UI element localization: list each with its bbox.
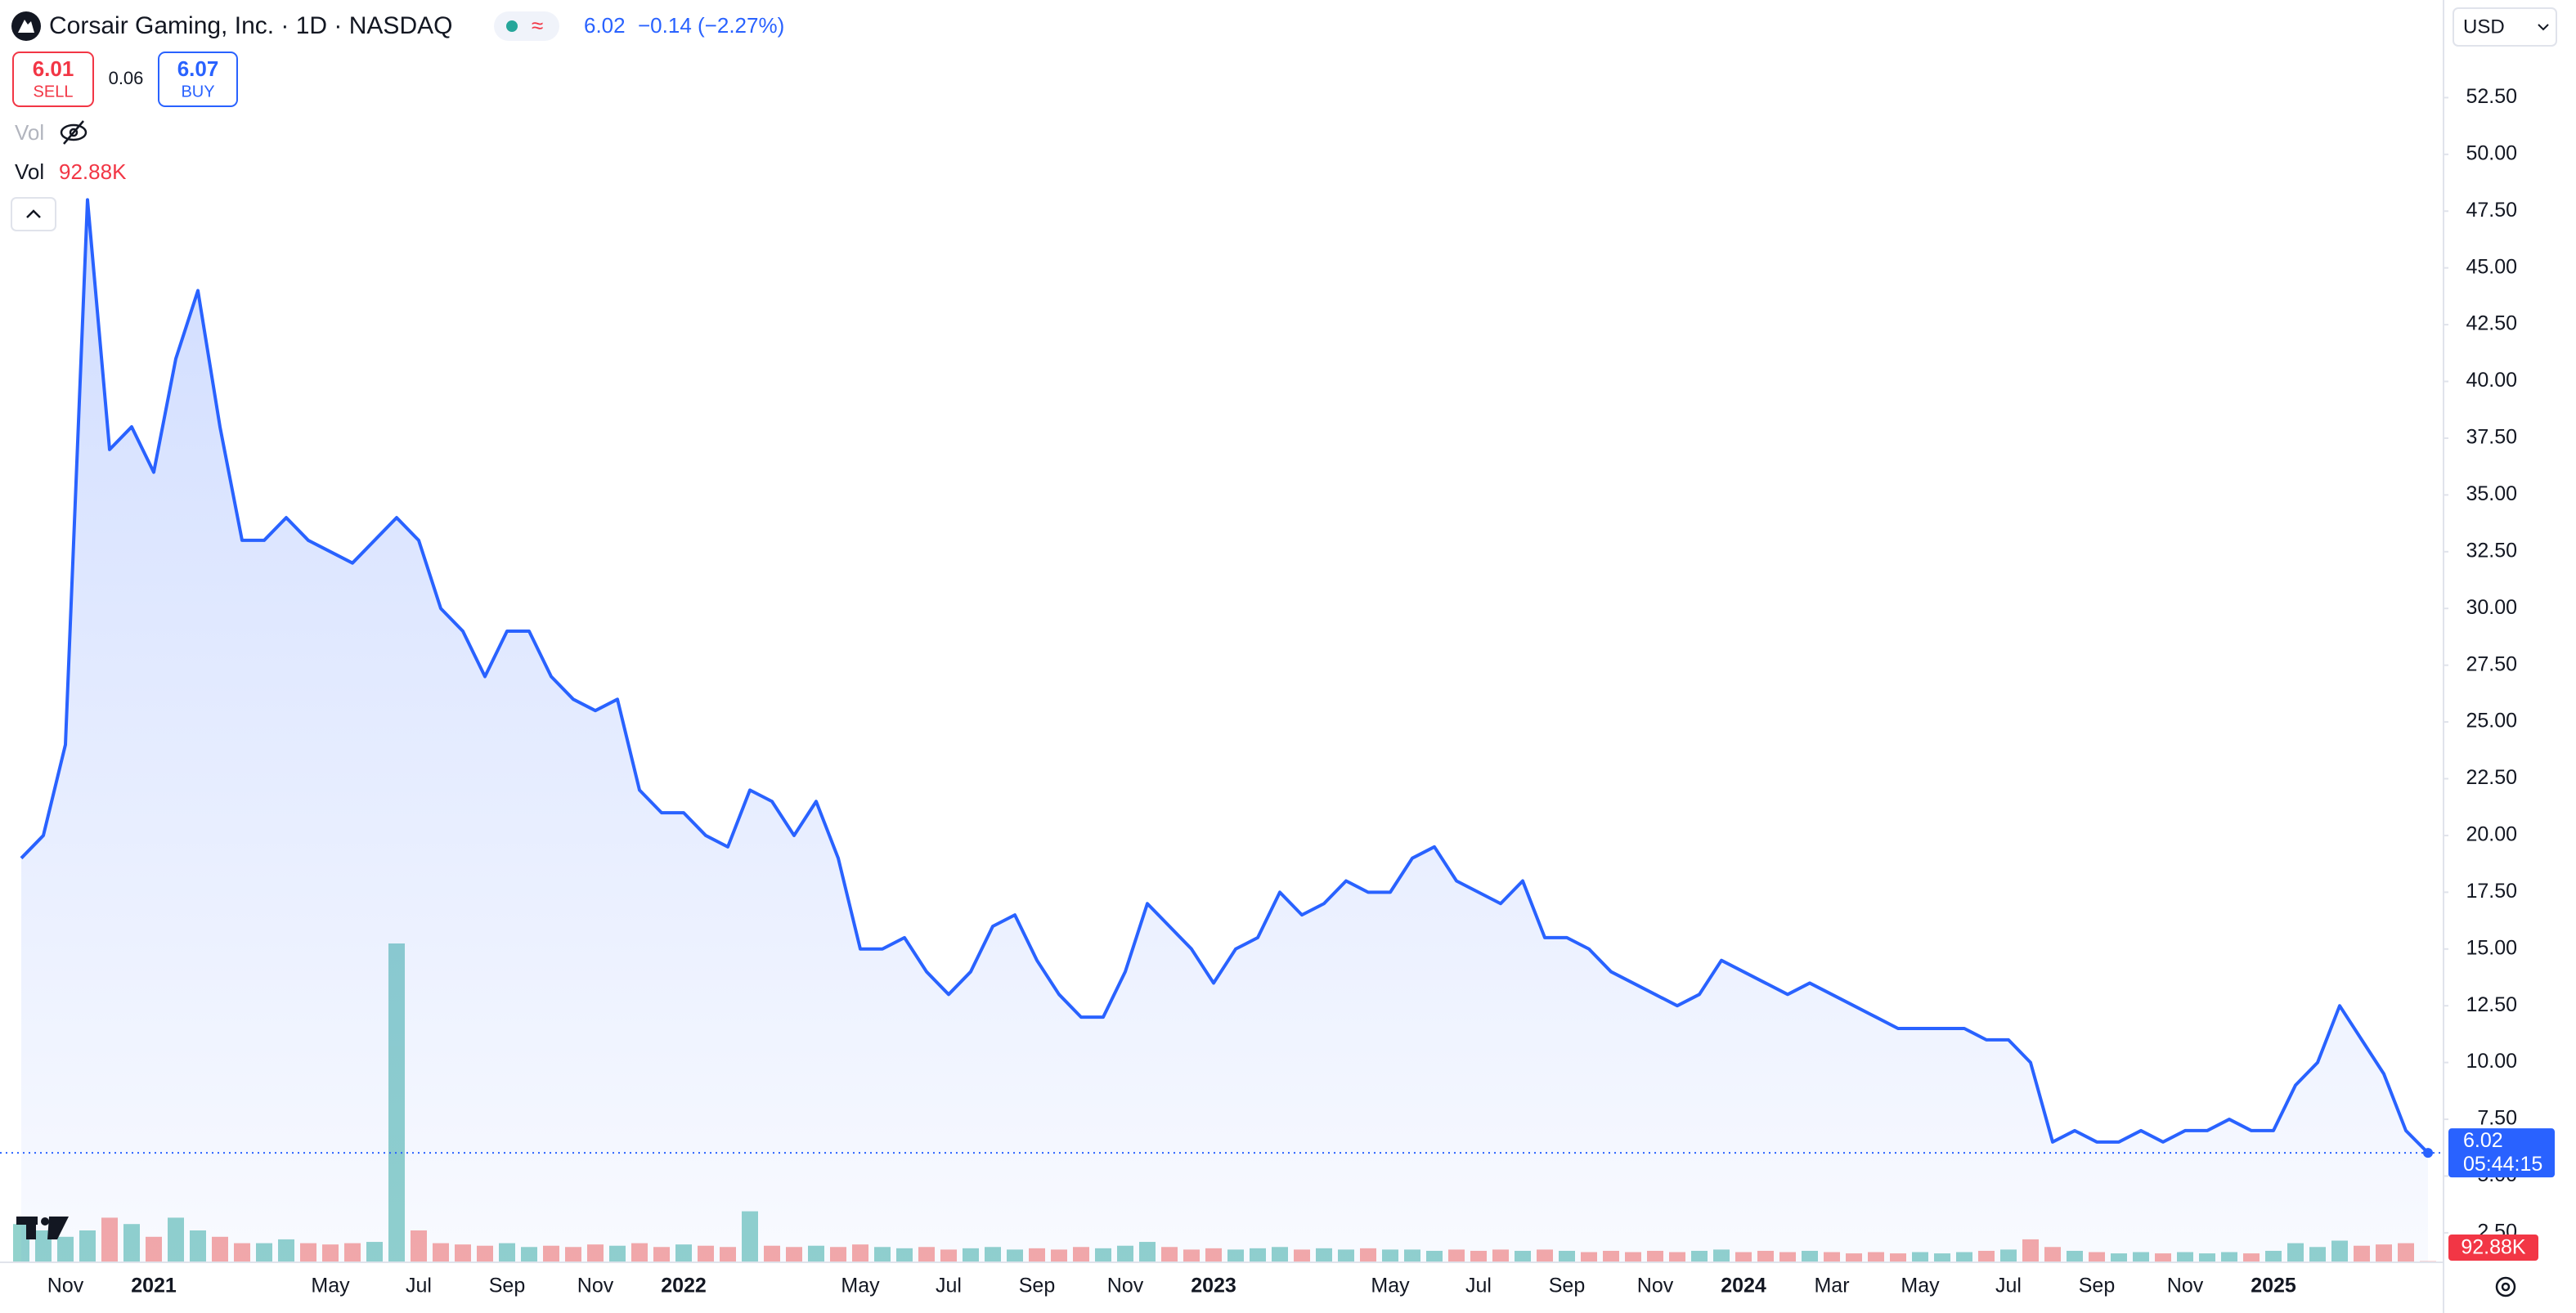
x-tick-label: Nov bbox=[47, 1275, 84, 1297]
market-status bbox=[506, 20, 518, 32]
last-price-dot bbox=[2423, 1148, 2433, 1158]
price-countdown: 05:44:15 bbox=[2463, 1153, 2542, 1176]
buy-price: 6.07 bbox=[177, 56, 219, 81]
tradingview-logo bbox=[16, 1217, 69, 1239]
plot-area bbox=[0, 198, 2444, 1262]
symbol-title[interactable]: Corsair Gaming, Inc. · 1D · NASDAQ bbox=[49, 12, 452, 39]
price-tag bbox=[2448, 1128, 2555, 1178]
x-tick-label: 2024 bbox=[1721, 1275, 1766, 1297]
y-tick-label: 15.00 bbox=[2466, 936, 2517, 959]
y-tick-label: 22.50 bbox=[2466, 766, 2517, 789]
x-tick-label: 2021 bbox=[131, 1275, 177, 1297]
buy-label: BUY bbox=[181, 83, 214, 101]
x-tick-label: May bbox=[1371, 1275, 1410, 1297]
x-tick-label: Nov bbox=[1637, 1275, 1674, 1297]
collapse-button[interactable] bbox=[11, 197, 56, 231]
price-change: −0.14 (−2.27%) bbox=[638, 13, 784, 38]
last-price: 6.02 bbox=[584, 13, 626, 38]
area-fill bbox=[21, 199, 2428, 1262]
x-tick-label: Jul bbox=[936, 1275, 962, 1297]
y-tick-label: 42.50 bbox=[2466, 312, 2517, 335]
y-tick-label: 25.00 bbox=[2466, 710, 2517, 733]
x-tick-label: Sep bbox=[1019, 1275, 1055, 1297]
x-tick-label: Sep bbox=[2079, 1275, 2115, 1297]
symbol-logo-mark bbox=[18, 20, 34, 33]
y-tick-label: 12.50 bbox=[2466, 993, 2517, 1016]
x-tick-label: 2022 bbox=[661, 1275, 707, 1297]
x-tick-label: Mar bbox=[1814, 1275, 1849, 1297]
y-tick-label: 32.50 bbox=[2466, 539, 2517, 562]
x-tick-label: Jul bbox=[1995, 1275, 2022, 1297]
y-tick-label: 37.50 bbox=[2466, 426, 2517, 449]
x-tick-label: 2023 bbox=[1191, 1275, 1236, 1297]
x-tick-label: Nov bbox=[577, 1275, 614, 1297]
x-tick-label: Jul bbox=[406, 1275, 432, 1297]
sell-button[interactable] bbox=[12, 52, 94, 107]
price-line bbox=[20, 198, 2430, 1154]
y-tick-label: 40.00 bbox=[2466, 369, 2517, 392]
y-tick-label: 47.50 bbox=[2466, 199, 2517, 222]
y-tick-label: 50.00 bbox=[2466, 141, 2517, 164]
dropdown-icon bbox=[2538, 24, 2549, 31]
currency: USD bbox=[2463, 16, 2505, 38]
hidden-volume-legend[interactable]: Vol bbox=[15, 120, 44, 145]
sell-price: 6.01 bbox=[33, 56, 74, 81]
y-tick-label: 35.00 bbox=[2466, 482, 2517, 505]
x-tick-label: May bbox=[841, 1275, 880, 1297]
x-tick-label: Nov bbox=[2167, 1275, 2204, 1297]
settings-icon[interactable] bbox=[2495, 1276, 2516, 1297]
y-tick-label: 30.00 bbox=[2466, 596, 2517, 619]
sell-label: SELL bbox=[34, 83, 74, 101]
volume-legend: Vol bbox=[15, 159, 44, 184]
currency-select[interactable] bbox=[2453, 7, 2557, 47]
x-tick-label: Sep bbox=[489, 1275, 525, 1297]
chevron-icon bbox=[26, 209, 41, 218]
axes: 2.505.007.5010.0012.5015.0017.5020.0022.… bbox=[47, 85, 2555, 1297]
volume-tag-value: 92.88K bbox=[2461, 1236, 2526, 1259]
x-tick-label: May bbox=[311, 1275, 350, 1297]
volume-tag bbox=[2448, 1235, 2538, 1261]
y-tick-label: 52.50 bbox=[2466, 85, 2517, 108]
y-tick-label: 45.00 bbox=[2466, 255, 2517, 278]
spread: 0.06 bbox=[109, 68, 144, 88]
y-tick-label: 27.50 bbox=[2466, 652, 2517, 675]
price-tag-value: 6.02 bbox=[2463, 1129, 2503, 1152]
y-tick-label: 10.00 bbox=[2466, 1050, 2517, 1073]
status-pill[interactable] bbox=[494, 11, 559, 41]
eye-off-icon[interactable] bbox=[60, 120, 88, 145]
buy-button[interactable] bbox=[158, 52, 238, 107]
x-tick-label: 2025 bbox=[2251, 1275, 2296, 1297]
volume-legend-value: 92.88K bbox=[59, 159, 127, 184]
y-tick-label: 17.50 bbox=[2466, 880, 2517, 903]
y-tick-label: 20.00 bbox=[2466, 823, 2517, 846]
x-tick-label: Sep bbox=[1549, 1275, 1585, 1297]
status-icon: ≈ bbox=[532, 13, 543, 38]
y-tick-label: 7.50 bbox=[2477, 1107, 2517, 1130]
x-tick-label: Nov bbox=[1107, 1275, 1144, 1297]
x-tick-label: May bbox=[1901, 1275, 1940, 1297]
x-tick-label: Jul bbox=[1465, 1275, 1492, 1297]
